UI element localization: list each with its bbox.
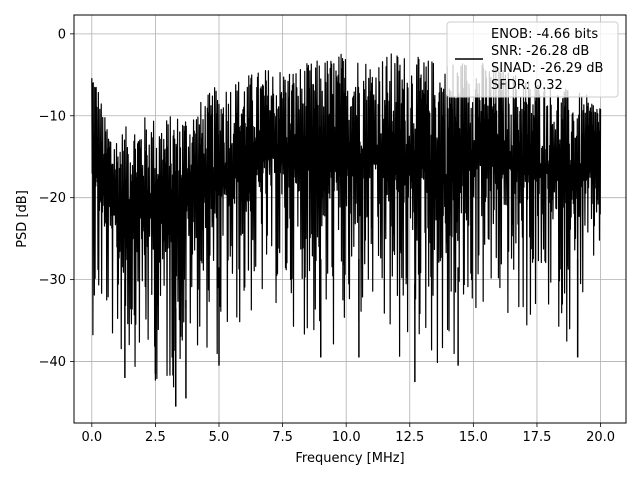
x-tick-label: 20.0: [586, 430, 615, 445]
x-tick-label: 0.0: [81, 430, 102, 445]
legend-entry: SNR: -26.28 dB: [491, 44, 589, 59]
x-axis-label: Frequency [MHz]: [295, 451, 404, 466]
legend-entry: ENOB: -4.66 bits: [491, 27, 598, 42]
y-tick-label: −10: [39, 109, 66, 124]
legend-entry: SFDR: 0.32: [491, 78, 563, 93]
y-tick-label: −40: [39, 355, 66, 370]
x-tick-label: 5.0: [209, 430, 230, 445]
x-tick-label: 2.5: [145, 430, 166, 445]
y-tick-label: −30: [39, 273, 66, 288]
psd-series-line: [91, 53, 602, 388]
y-tick-label: −20: [39, 191, 66, 206]
x-tick-label: 12.5: [395, 430, 424, 445]
x-tick-label: 17.5: [522, 430, 551, 445]
y-tick-label: 0: [58, 27, 66, 42]
x-tick-label: 15.0: [459, 430, 488, 445]
plot-frame: [73, 14, 627, 424]
tick-layer: 0.0 2.5 5.0 7.5 10.0 12.5 15.0 17.5 20.0 0 −10 −20 −…: [39, 27, 615, 445]
y-axis-label: PSD [dB]: [15, 190, 30, 248]
legend-box: [446, 21, 619, 98]
x-tick-label: 10.0: [332, 430, 361, 445]
legend-entry: SINAD: -26.29 dB: [491, 61, 603, 76]
legend: ENOB: -4.66 bits SNR: -26.28 dB SINAD: -…: [446, 21, 619, 98]
x-tick-label: 7.5: [272, 430, 293, 445]
series-layer: [91, 53, 602, 407]
